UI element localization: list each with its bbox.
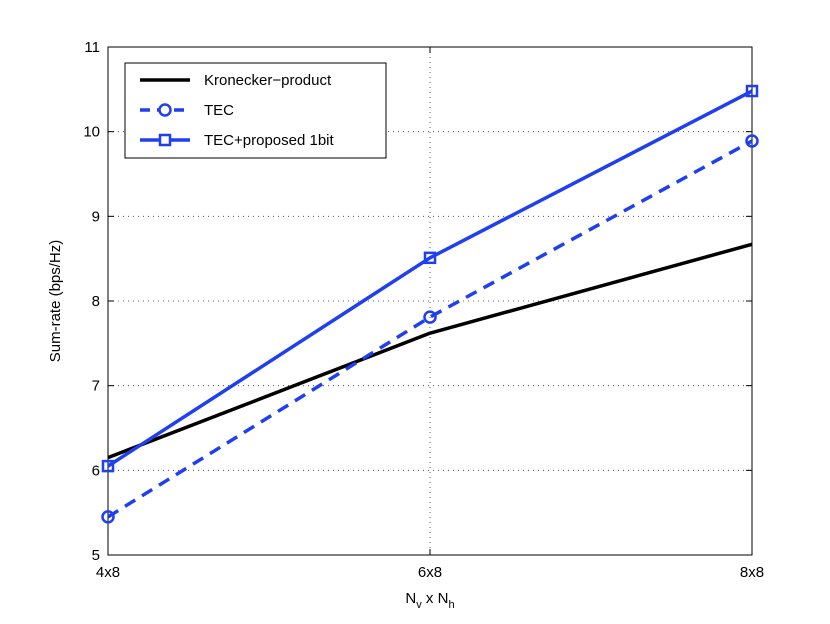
series-2-point — [745, 84, 759, 98]
legend-label-0: Kronecker−product — [204, 72, 332, 89]
y-tick-label: 8 — [92, 293, 100, 310]
series-2-point — [423, 251, 437, 265]
series-line-2 — [107, 89, 753, 468]
series-1-point — [423, 310, 437, 324]
legend-marker-2 — [158, 133, 172, 147]
y-tick-label: 7 — [92, 378, 100, 395]
legend-label-2: TEC+proposed 1bit — [204, 132, 334, 149]
plot-frame — [107, 46, 753, 556]
y-axis-label: Sum-rate (bps/Hz) — [47, 240, 64, 363]
x-axis-label: Nv x Nh — [405, 590, 454, 611]
y-tick-label: 5 — [92, 547, 100, 564]
legend-label-1: TEC — [204, 102, 234, 119]
series-1-point — [101, 510, 115, 524]
y-tick-label: 11 — [84, 39, 100, 56]
series-group — [101, 84, 759, 524]
y-tick-label: 6 — [92, 462, 100, 479]
series-line-0 — [107, 242, 753, 460]
x-tick-label: 4x8 — [96, 564, 120, 581]
y-tick-label: 9 — [92, 208, 100, 225]
series-1-point — [745, 134, 759, 148]
x-tick-label: 8x8 — [740, 564, 764, 581]
series-line-1 — [107, 139, 753, 519]
legend-marker-1 — [158, 103, 172, 117]
legend: Kronecker−product TEC TEC+proposed 1bit — [124, 62, 387, 159]
y-tick-label: 10 — [83, 124, 100, 141]
series-2-point — [101, 459, 115, 473]
x-tick-label: 6x8 — [418, 564, 442, 581]
